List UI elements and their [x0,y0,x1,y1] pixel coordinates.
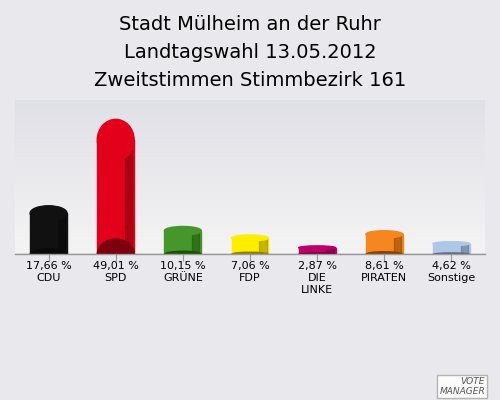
Bar [192,231,200,254]
Text: FDP: FDP [239,273,261,283]
Bar [366,234,403,254]
Bar [164,231,202,254]
Text: CDU: CDU [36,273,61,283]
Ellipse shape [30,206,67,221]
Bar [58,213,65,254]
Ellipse shape [433,253,470,256]
Bar [460,244,468,254]
Ellipse shape [164,226,202,235]
Bar [433,244,470,254]
Ellipse shape [298,246,336,250]
Ellipse shape [433,242,470,246]
Text: 2,87 %: 2,87 % [298,261,337,271]
Ellipse shape [232,252,268,257]
Text: 8,61 %: 8,61 % [365,261,404,271]
Ellipse shape [164,251,202,258]
Text: GRÜNE: GRÜNE [163,273,203,283]
Ellipse shape [30,249,67,260]
Text: 49,01 %: 49,01 % [93,261,138,271]
Text: VOTE
MANAGER: VOTE MANAGER [440,377,485,396]
Bar [125,140,132,254]
Text: 10,15 %: 10,15 % [160,261,206,271]
Bar [326,248,334,254]
Title: Stadt Mülheim an der Ruhr
Landtagswahl 13.05.2012
Zweitstimmen Stimmbezirk 161: Stadt Mülheim an der Ruhr Landtagswahl 1… [94,15,406,90]
Text: SPD: SPD [104,273,127,283]
Bar [232,238,268,254]
Ellipse shape [232,235,268,241]
Text: 7,06 %: 7,06 % [230,261,270,271]
Ellipse shape [366,231,403,238]
Bar [394,234,401,254]
Bar [298,248,336,254]
Bar [97,140,134,254]
Bar [259,238,266,254]
Text: Sonstige: Sonstige [428,273,476,283]
Bar [30,213,67,254]
Text: 4,62 %: 4,62 % [432,261,471,271]
Text: 17,66 %: 17,66 % [26,261,72,271]
Ellipse shape [366,252,403,257]
Ellipse shape [298,253,336,256]
Ellipse shape [97,119,134,160]
Ellipse shape [97,239,134,270]
Text: DIE
LINKE: DIE LINKE [301,273,333,294]
Text: PIRATEN: PIRATEN [361,273,408,283]
